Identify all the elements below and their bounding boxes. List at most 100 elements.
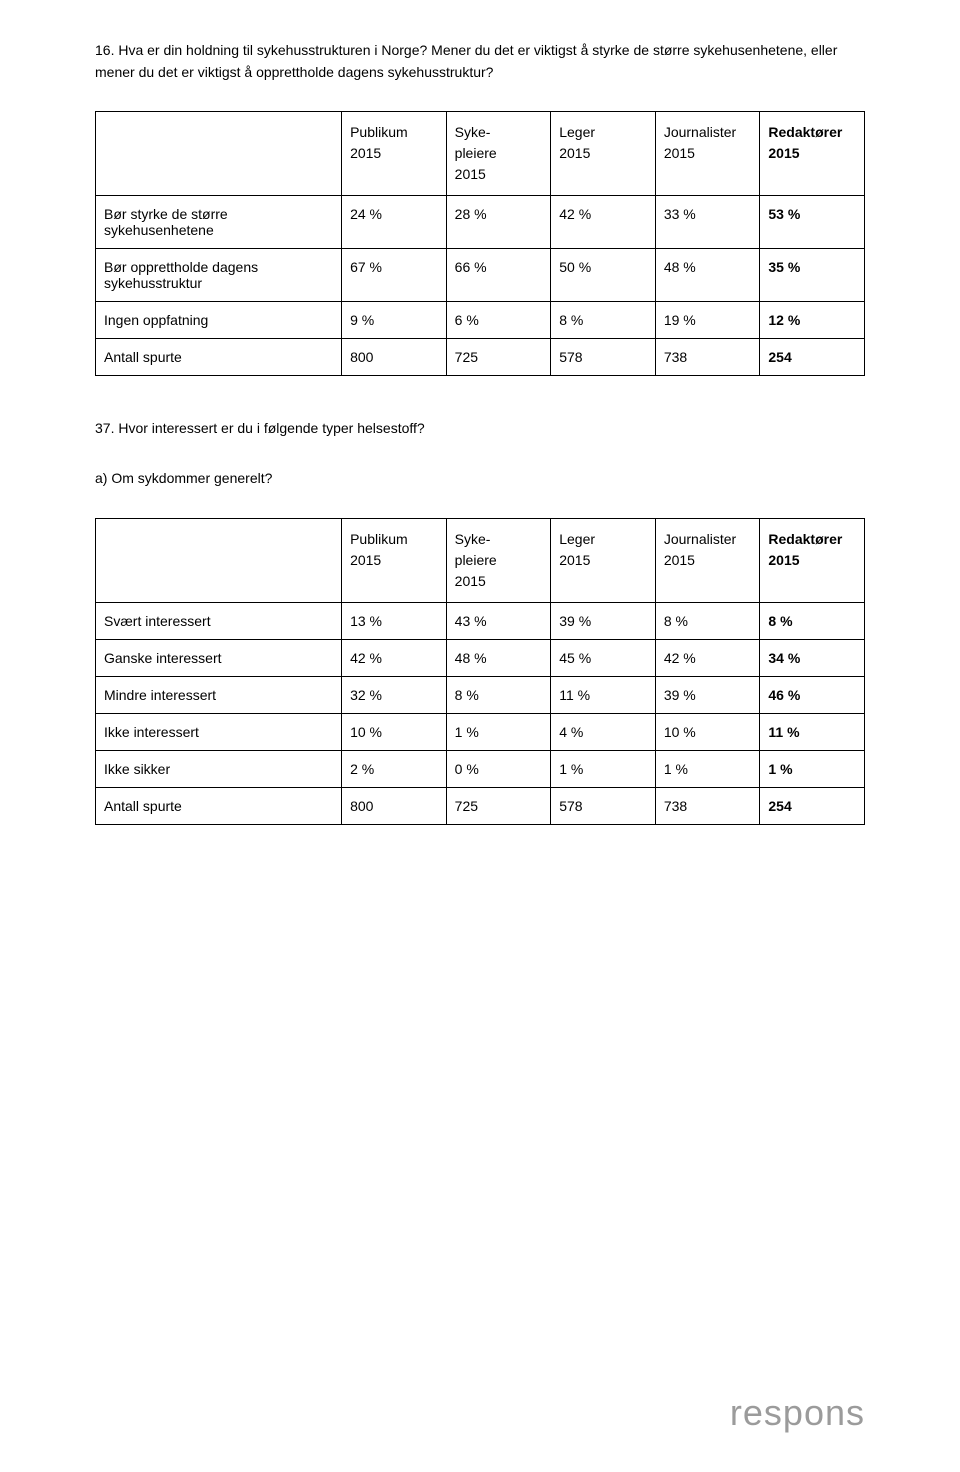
cell: 1 % <box>551 750 656 787</box>
cell: 48 % <box>655 249 760 302</box>
cell: 578 <box>551 787 656 824</box>
hdr-line: 2015 <box>350 145 381 161</box>
cell: 800 <box>342 339 447 376</box>
hdr-line: 2015 <box>350 552 381 568</box>
cell: 39 % <box>655 676 760 713</box>
row-label: Antall spurte <box>96 339 342 376</box>
cell: 254 <box>760 339 865 376</box>
cell: 66 % <box>446 249 551 302</box>
header-journalister: Journalister 2015 <box>655 518 760 602</box>
hdr-line: Leger <box>559 531 595 547</box>
hdr-line: Syke- <box>455 531 491 547</box>
row-label: Antall spurte <box>96 787 342 824</box>
cell: 8 % <box>655 602 760 639</box>
cell: 1 % <box>655 750 760 787</box>
cell: 738 <box>655 787 760 824</box>
cell: 1 % <box>760 750 865 787</box>
cell: 11 % <box>760 713 865 750</box>
row-label: Ganske interessert <box>96 639 342 676</box>
cell: 800 <box>342 787 447 824</box>
cell: 42 % <box>655 639 760 676</box>
cell: 578 <box>551 339 656 376</box>
hdr-line: Redaktører <box>768 124 842 140</box>
hdr-line: 2015 <box>768 145 799 161</box>
row-label: Mindre interessert <box>96 676 342 713</box>
cell: 50 % <box>551 249 656 302</box>
cell: 33 % <box>655 196 760 249</box>
table-header-row: Publikum 2015 Syke- pleiere 2015 Leger 2… <box>96 518 865 602</box>
row-label: Bør opprettholde dagens sykehusstruktur <box>96 249 342 302</box>
table-row: Antall spurte 800 725 578 738 254 <box>96 787 865 824</box>
hdr-line: Leger <box>559 124 595 140</box>
cell: 8 % <box>446 676 551 713</box>
hdr-line: Journalister <box>664 124 736 140</box>
table-header-row: Publikum 2015 Syke- pleiere 2015 Leger 2… <box>96 112 865 196</box>
cell: 48 % <box>446 639 551 676</box>
cell: 28 % <box>446 196 551 249</box>
row-label: Svært interessert <box>96 602 342 639</box>
cell: 45 % <box>551 639 656 676</box>
table-q16: Publikum 2015 Syke- pleiere 2015 Leger 2… <box>95 111 865 376</box>
table-row: Bør styrke de større sykehusenhetene 24 … <box>96 196 865 249</box>
header-redaktorer: Redaktører 2015 <box>760 112 865 196</box>
question-37-sub: a) Om sykdommer generelt? <box>95 468 865 490</box>
cell: 19 % <box>655 302 760 339</box>
cell: 1 % <box>446 713 551 750</box>
row-label: Ikke interessert <box>96 713 342 750</box>
hdr-line: Syke- <box>455 124 491 140</box>
question-16-text: 16. Hva er din holdning til sykehusstruk… <box>95 40 865 83</box>
table-row: Ikke sikker 2 % 0 % 1 % 1 % 1 % <box>96 750 865 787</box>
cell: 42 % <box>551 196 656 249</box>
cell: 8 % <box>760 602 865 639</box>
row-label: Ingen oppfatning <box>96 302 342 339</box>
header-leger: Leger 2015 <box>551 518 656 602</box>
table-row: Svært interessert 13 % 43 % 39 % 8 % 8 % <box>96 602 865 639</box>
table-row: Ikke interessert 10 % 1 % 4 % 10 % 11 % <box>96 713 865 750</box>
header-redaktorer: Redaktører 2015 <box>760 518 865 602</box>
cell: 32 % <box>342 676 447 713</box>
cell: 35 % <box>760 249 865 302</box>
header-sykepleiere: Syke- pleiere 2015 <box>446 112 551 196</box>
hdr-line: Publikum <box>350 124 408 140</box>
cell: 0 % <box>446 750 551 787</box>
cell: 10 % <box>342 713 447 750</box>
cell: 254 <box>760 787 865 824</box>
cell: 13 % <box>342 602 447 639</box>
cell: 10 % <box>655 713 760 750</box>
table-row: Antall spurte 800 725 578 738 254 <box>96 339 865 376</box>
cell: 46 % <box>760 676 865 713</box>
hdr-line: 2015 <box>559 145 590 161</box>
cell: 67 % <box>342 249 447 302</box>
cell: 725 <box>446 339 551 376</box>
hdr-line: Publikum <box>350 531 408 547</box>
cell: 39 % <box>551 602 656 639</box>
cell: 9 % <box>342 302 447 339</box>
header-publikum: Publikum 2015 <box>342 112 447 196</box>
cell: 43 % <box>446 602 551 639</box>
cell: 8 % <box>551 302 656 339</box>
cell: 24 % <box>342 196 447 249</box>
cell: 11 % <box>551 676 656 713</box>
cell: 12 % <box>760 302 865 339</box>
hdr-line: Journalister <box>664 531 736 547</box>
hdr-line: 2015 <box>664 145 695 161</box>
cell: 34 % <box>760 639 865 676</box>
header-publikum: Publikum 2015 <box>342 518 447 602</box>
hdr-line: 2015 <box>559 552 590 568</box>
hdr-line: pleiere <box>455 552 497 568</box>
cell: 6 % <box>446 302 551 339</box>
hdr-line: 2015 <box>664 552 695 568</box>
hdr-line: 2015 <box>768 552 799 568</box>
table-row: Ganske interessert 42 % 48 % 45 % 42 % 3… <box>96 639 865 676</box>
header-leger: Leger 2015 <box>551 112 656 196</box>
hdr-line: Redaktører <box>768 531 842 547</box>
hdr-line: 2015 <box>455 166 486 182</box>
row-label: Bør styrke de større sykehusenhetene <box>96 196 342 249</box>
cell: 725 <box>446 787 551 824</box>
cell: 42 % <box>342 639 447 676</box>
table-q37: Publikum 2015 Syke- pleiere 2015 Leger 2… <box>95 518 865 825</box>
row-label: Ikke sikker <box>96 750 342 787</box>
table-row: Mindre interessert 32 % 8 % 11 % 39 % 46… <box>96 676 865 713</box>
question-37-text: 37. Hvor interessert er du i følgende ty… <box>95 418 865 440</box>
cell: 4 % <box>551 713 656 750</box>
